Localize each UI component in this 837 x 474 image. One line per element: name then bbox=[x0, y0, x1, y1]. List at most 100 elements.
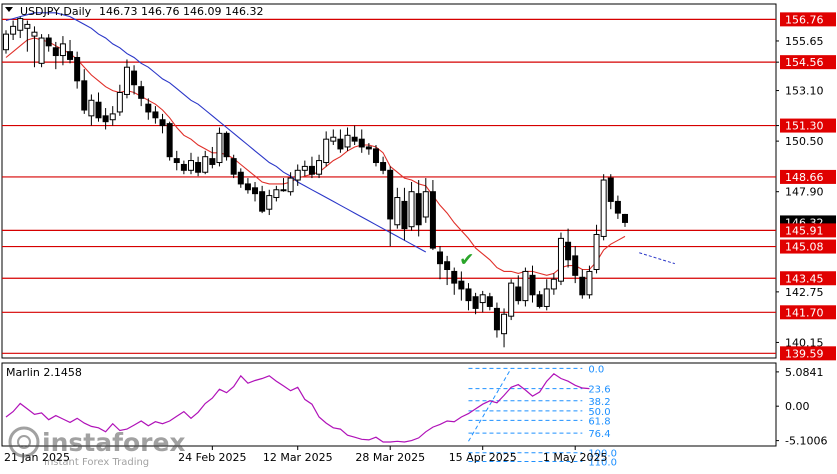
candle-bull bbox=[301, 165, 308, 171]
price-tick-label: 140.15 bbox=[785, 336, 824, 349]
candle-bull bbox=[408, 191, 415, 228]
candle-bull bbox=[508, 282, 515, 317]
oscillator-tick-label: -5.1006 bbox=[785, 435, 827, 448]
level-label-badge bbox=[780, 271, 836, 286]
level-label-badge bbox=[780, 118, 836, 133]
check-mark-icon: ✔ bbox=[459, 250, 474, 271]
fib-level-label: 100.0 bbox=[588, 449, 617, 460]
candle-bear bbox=[358, 138, 365, 148]
candle-bear bbox=[252, 187, 259, 195]
candle-bull bbox=[600, 179, 607, 237]
candle-bear bbox=[515, 286, 522, 302]
candle-bear bbox=[607, 177, 614, 202]
candle-bear bbox=[486, 296, 493, 307]
candle-bull bbox=[116, 92, 123, 113]
level-label-badge bbox=[780, 305, 836, 320]
candle-bull bbox=[593, 233, 600, 271]
price-tick-label: 147.90 bbox=[785, 186, 824, 199]
candle-bull bbox=[330, 136, 337, 142]
candle-bear bbox=[444, 261, 451, 271]
candle-bull bbox=[586, 270, 593, 296]
instaforex-logo-inner bbox=[17, 435, 31, 449]
candle-bear bbox=[67, 51, 74, 60]
oscillator-line bbox=[5, 373, 590, 443]
candle-bear bbox=[415, 193, 422, 226]
candle-bull bbox=[266, 195, 273, 210]
candle-bull bbox=[422, 191, 429, 218]
candle-bear bbox=[465, 288, 472, 302]
time-tick-label: 28 Mar 2025 bbox=[355, 451, 425, 464]
candle-bear bbox=[259, 191, 266, 212]
watermark-brand: instaforex bbox=[42, 428, 186, 457]
candle-bull bbox=[280, 189, 287, 192]
candle-bear bbox=[565, 241, 572, 261]
candle-bear bbox=[159, 119, 166, 127]
time-tick-label: 1 May 2025 bbox=[543, 451, 608, 464]
candle-bear bbox=[614, 200, 621, 214]
watermark: instaforex Instant Forex Trading bbox=[8, 426, 186, 468]
candle-bear bbox=[579, 276, 586, 296]
time-tick-label: 24 Feb 2025 bbox=[178, 451, 246, 464]
candle-bull bbox=[557, 237, 564, 282]
candle-bear bbox=[237, 171, 244, 185]
main-panel-frame bbox=[1, 3, 777, 359]
fib-anchor-line bbox=[468, 368, 512, 442]
ma-slow-line bbox=[5, 12, 427, 253]
candle-bear bbox=[472, 296, 479, 309]
ma-fast-line bbox=[5, 37, 626, 276]
level-label: 143.45 bbox=[785, 272, 824, 285]
horizontal-levels bbox=[2, 18, 776, 354]
candle-bull bbox=[187, 160, 194, 171]
oscillator-title: Marlin 2.1458 bbox=[6, 366, 82, 379]
candle-bear bbox=[45, 37, 52, 47]
candle-bull bbox=[550, 278, 557, 290]
candle-bear bbox=[230, 158, 237, 175]
triangle-down-icon[interactable] bbox=[5, 7, 13, 12]
candlesticks: ✔ bbox=[3, 16, 629, 348]
candle-bull bbox=[17, 18, 24, 31]
candle-bull bbox=[216, 132, 223, 164]
fib-level-label: 23.6 bbox=[588, 385, 610, 396]
candle-bull bbox=[109, 113, 116, 121]
level-label: 151.30 bbox=[785, 120, 824, 133]
level-label: 139.59 bbox=[785, 347, 824, 360]
candle-bear bbox=[166, 123, 173, 158]
candle-bear bbox=[102, 115, 109, 123]
candle-bear bbox=[223, 132, 230, 158]
candle-bull bbox=[38, 37, 45, 64]
level-label: 141.70 bbox=[785, 306, 824, 319]
candle-bear bbox=[622, 213, 629, 223]
candle-bear bbox=[401, 200, 408, 230]
candle-bull bbox=[31, 31, 38, 37]
candle-bear bbox=[81, 80, 88, 111]
candle-bear bbox=[244, 183, 251, 191]
level-label: 154.56 bbox=[785, 56, 824, 69]
candle-bear bbox=[74, 56, 81, 82]
candle-bear bbox=[529, 274, 536, 296]
watermark-tagline: Instant Forex Trading bbox=[44, 457, 149, 468]
candle-bear bbox=[95, 101, 102, 119]
level-label: 156.76 bbox=[785, 13, 824, 26]
level-label-badge bbox=[780, 55, 836, 70]
level-label-badge bbox=[780, 12, 836, 27]
candle-bear bbox=[536, 294, 543, 307]
ma-slow-projection bbox=[639, 252, 675, 265]
level-label-badge bbox=[780, 239, 836, 254]
candle-bear bbox=[308, 165, 315, 175]
candle-bear bbox=[365, 146, 372, 150]
candle-bull bbox=[522, 270, 529, 302]
candle-bull bbox=[3, 33, 9, 51]
candle-bear bbox=[572, 255, 579, 276]
candle-bull bbox=[543, 288, 550, 307]
candle-bull bbox=[88, 99, 95, 117]
candle-bull bbox=[344, 134, 351, 148]
level-label: 145.08 bbox=[785, 241, 824, 254]
candle-bear bbox=[351, 136, 358, 142]
candle-bear bbox=[380, 162, 387, 171]
candle-bear bbox=[173, 158, 180, 164]
fib-level-label: 110.0 bbox=[588, 458, 617, 469]
candle-bear bbox=[138, 86, 145, 99]
time-tick-label: 12 Mar 2025 bbox=[263, 451, 333, 464]
level-label-badge bbox=[780, 346, 836, 361]
